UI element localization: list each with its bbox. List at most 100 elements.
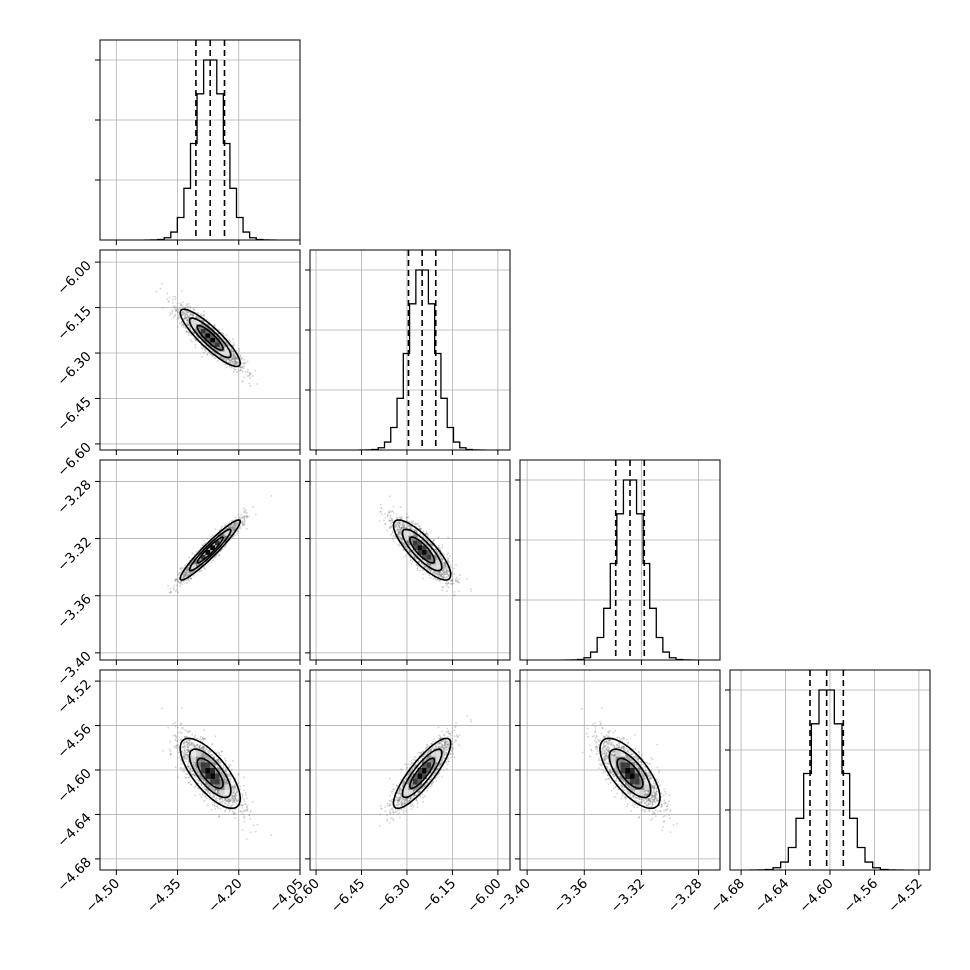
sample-point	[183, 313, 186, 315]
sample-point	[386, 515, 389, 518]
sample-point	[186, 569, 189, 571]
sample-point	[230, 533, 233, 536]
sample-point	[188, 572, 191, 575]
sample-point	[218, 554, 220, 557]
sample-point	[246, 375, 249, 377]
sample-point	[177, 316, 180, 319]
sample-point	[400, 537, 403, 540]
sample-point	[187, 573, 190, 576]
sample-point	[242, 523, 244, 525]
sample-point	[185, 571, 188, 574]
sample-point	[194, 561, 197, 564]
sample-point	[193, 332, 196, 334]
sample-point	[185, 327, 187, 330]
sample-point	[184, 564, 187, 567]
sample-point	[249, 377, 252, 379]
sample-point	[423, 565, 426, 568]
density-cell	[205, 550, 211, 555]
sample-point	[202, 351, 205, 354]
sample-point	[232, 355, 235, 358]
sample-point	[424, 566, 427, 569]
sample-point	[201, 319, 204, 322]
sample-point	[184, 317, 187, 320]
panel-frame	[309, 249, 511, 451]
sample-point	[233, 357, 236, 360]
sample-point	[232, 354, 235, 356]
sample-point	[232, 357, 235, 360]
sample-point	[234, 356, 237, 358]
sample-point	[179, 307, 182, 309]
sample-point	[241, 516, 244, 518]
sample-point	[395, 523, 397, 526]
sample-point	[241, 357, 243, 359]
sample-point	[201, 356, 203, 358]
sample-point	[173, 314, 176, 317]
sample-point	[228, 359, 231, 362]
sample-point	[398, 531, 401, 534]
sample-point	[186, 319, 189, 321]
sample-point	[437, 551, 439, 554]
sample-point	[176, 584, 178, 587]
sample-point	[192, 314, 195, 317]
sample-point	[187, 334, 190, 337]
sample-point	[402, 521, 405, 524]
sample-point	[222, 357, 225, 359]
sample-point	[232, 360, 235, 363]
sample-point	[409, 525, 412, 528]
sample-point	[246, 516, 248, 519]
sample-point	[446, 590, 448, 592]
sample-point	[246, 515, 249, 518]
sample-point	[222, 332, 224, 335]
sample-point	[174, 590, 177, 593]
sample-point	[232, 350, 235, 353]
sample-point	[229, 526, 232, 529]
sample-point	[222, 357, 225, 360]
sample-point	[443, 573, 446, 576]
sample-point	[233, 528, 236, 531]
sample-point	[400, 530, 402, 533]
sample-point	[443, 576, 446, 579]
sample-point	[235, 358, 238, 361]
sample-point	[211, 354, 214, 356]
sample-point	[231, 520, 233, 522]
sample-point	[190, 577, 193, 580]
sample-point	[184, 571, 187, 574]
sample-point	[270, 495, 273, 497]
sample-point	[233, 354, 235, 356]
sample-point	[211, 534, 214, 537]
sample-point	[248, 375, 251, 377]
sample-point	[243, 516, 245, 518]
sample-point	[230, 526, 233, 529]
sample-point	[239, 525, 242, 528]
sample-point	[234, 359, 236, 361]
sample-point	[187, 574, 190, 577]
sample-point	[202, 320, 205, 323]
sample-point	[425, 538, 428, 541]
sample-point	[233, 368, 236, 371]
sample-point	[195, 316, 198, 318]
sample-point	[225, 342, 228, 344]
sample-point	[225, 535, 227, 538]
sample-point	[405, 512, 408, 515]
density-cell	[195, 319, 201, 325]
sample-point	[176, 578, 179, 581]
sample-point	[232, 350, 235, 353]
sample-point	[243, 365, 246, 367]
sample-point	[227, 344, 230, 346]
density-cell	[215, 540, 220, 546]
sample-point	[232, 344, 235, 347]
sample-point	[256, 383, 259, 385]
sample-point	[192, 331, 195, 334]
sample-point	[168, 591, 171, 594]
sample-point	[186, 303, 189, 306]
sample-point	[442, 566, 445, 568]
sample-point	[235, 524, 238, 527]
sample-point	[236, 521, 239, 524]
sample-point	[233, 528, 236, 531]
sample-point	[228, 361, 230, 364]
sample-point	[232, 526, 234, 528]
sample-point	[442, 562, 444, 565]
sample-point	[225, 366, 228, 369]
sample-point	[234, 516, 237, 519]
sample-point	[242, 362, 245, 364]
